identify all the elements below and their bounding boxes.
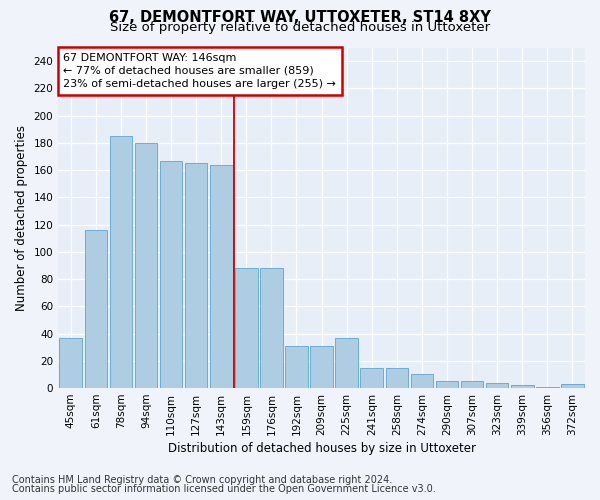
Bar <box>310 346 333 388</box>
Text: Size of property relative to detached houses in Uttoxeter: Size of property relative to detached ho… <box>110 22 490 35</box>
Bar <box>185 164 208 388</box>
Bar <box>134 143 157 388</box>
Bar <box>511 386 533 388</box>
Bar <box>210 164 233 388</box>
Text: Contains public sector information licensed under the Open Government Licence v3: Contains public sector information licen… <box>12 484 436 494</box>
X-axis label: Distribution of detached houses by size in Uttoxeter: Distribution of detached houses by size … <box>167 442 476 455</box>
Y-axis label: Number of detached properties: Number of detached properties <box>15 125 28 311</box>
Bar <box>335 338 358 388</box>
Bar <box>160 160 182 388</box>
Bar <box>285 346 308 388</box>
Bar <box>361 368 383 388</box>
Bar <box>260 268 283 388</box>
Bar <box>410 374 433 388</box>
Bar <box>461 382 484 388</box>
Bar <box>436 382 458 388</box>
Bar <box>486 382 508 388</box>
Bar <box>561 384 584 388</box>
Text: 67, DEMONTFORT WAY, UTTOXETER, ST14 8XY: 67, DEMONTFORT WAY, UTTOXETER, ST14 8XY <box>109 10 491 25</box>
Bar <box>110 136 132 388</box>
Bar <box>235 268 257 388</box>
Bar <box>536 386 559 388</box>
Bar <box>59 338 82 388</box>
Bar <box>85 230 107 388</box>
Text: Contains HM Land Registry data © Crown copyright and database right 2024.: Contains HM Land Registry data © Crown c… <box>12 475 392 485</box>
Bar <box>386 368 408 388</box>
Text: 67 DEMONTFORT WAY: 146sqm
← 77% of detached houses are smaller (859)
23% of semi: 67 DEMONTFORT WAY: 146sqm ← 77% of detac… <box>64 52 337 89</box>
